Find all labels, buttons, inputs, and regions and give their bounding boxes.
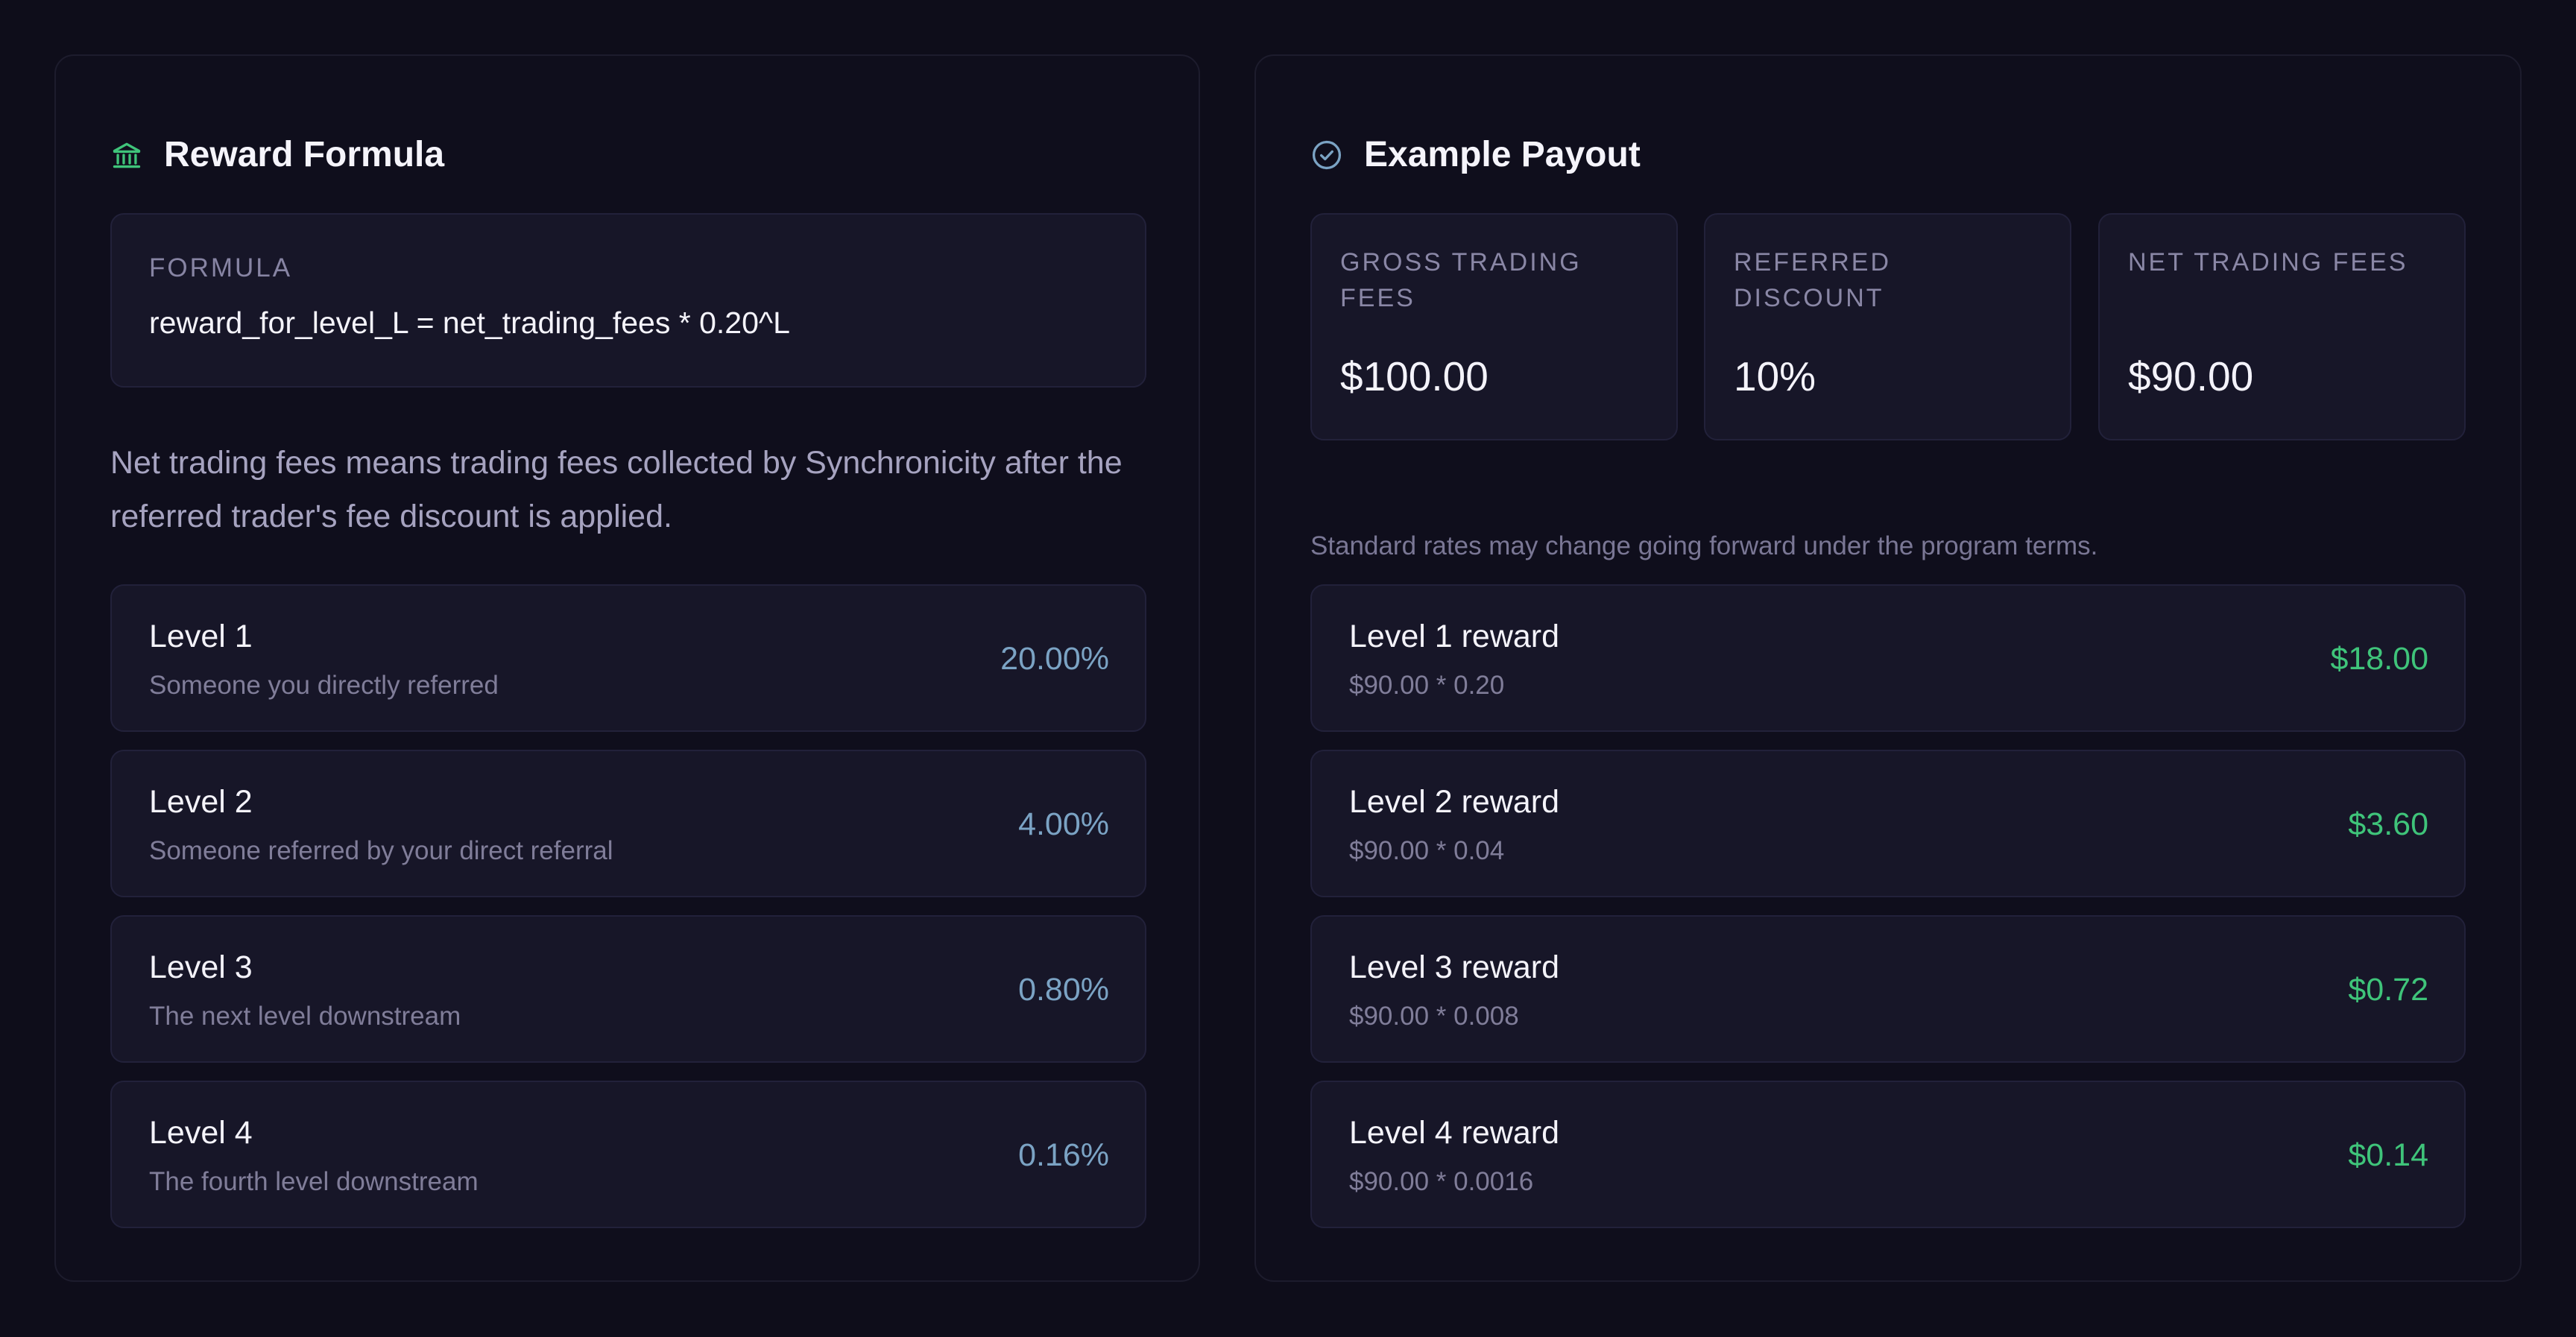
level-description: Someone referred by your direct referral (149, 836, 613, 865)
reward-title: Level 2 reward (1349, 784, 1560, 820)
rates-note: Standard rates may change going forward … (1310, 531, 2098, 560)
reward-amount: $18.00 (2330, 641, 2428, 677)
level-rate: 4.00% (1018, 806, 1109, 842)
level-description: The fourth level downstream (149, 1167, 479, 1196)
panel-title: Reward Formula (164, 135, 445, 174)
level-title: Level 4 (149, 1115, 253, 1151)
stat-value: $100.00 (1340, 353, 1489, 399)
level-title: Level 1 (149, 619, 253, 654)
level-row: Level 3 The next level downstream 0.80% (110, 915, 1146, 1063)
reward-calculation: $90.00 * 0.008 (1349, 1002, 1519, 1031)
formula-label: FORMULA (149, 253, 293, 282)
reward-calculation: $90.00 * 0.0016 (1349, 1167, 1534, 1196)
gross-fees-stat: GROSS TRADING FEES $100.00 (1310, 213, 1678, 440)
bank-icon (110, 139, 143, 171)
reward-calculation: $90.00 * 0.20 (1349, 671, 1505, 700)
referred-discount-stat: REFERRED DISCOUNT 10% (1704, 213, 2071, 440)
level-title: Level 3 (149, 949, 253, 985)
reward-row: Level 1 reward $90.00 * 0.20 $18.00 (1310, 584, 2466, 732)
formula-text: reward_for_level_L = net_trading_fees * … (149, 306, 790, 340)
level-rate: 20.00% (1000, 641, 1109, 677)
stat-value: $90.00 (2128, 353, 2254, 399)
check-circle-icon (1310, 139, 1343, 171)
level-row: Level 2 Someone referred by your direct … (110, 750, 1146, 897)
reward-amount: $3.60 (2348, 806, 2428, 842)
panel-title: Example Payout (1364, 135, 1641, 174)
level-rate: 0.16% (1018, 1137, 1109, 1173)
stat-label: GROSS TRADING FEES (1340, 248, 1582, 312)
reward-formula-panel: Reward Formula FORMULA reward_for_level_… (54, 54, 1200, 1282)
reward-formula-header: Reward Formula (110, 134, 444, 175)
reward-amount: $0.14 (2348, 1137, 2428, 1173)
reward-title: Level 1 reward (1349, 619, 1560, 654)
reward-title: Level 3 reward (1349, 949, 1560, 985)
formula-card: FORMULA reward_for_level_L = net_trading… (110, 213, 1146, 388)
example-payout-panel: Example Payout GROSS TRADING FEES $100.0… (1254, 54, 2522, 1282)
level-title: Level 2 (149, 784, 253, 820)
stat-value: 10% (1734, 353, 1816, 399)
reward-row: Level 3 reward $90.00 * 0.008 $0.72 (1310, 915, 2466, 1063)
level-description: The next level downstream (149, 1002, 461, 1031)
stat-label: REFERRED DISCOUNT (1734, 248, 1892, 312)
reward-row: Level 2 reward $90.00 * 0.04 $3.60 (1310, 750, 2466, 897)
level-row: Level 4 The fourth level downstream 0.16… (110, 1081, 1146, 1228)
reward-row: Level 4 reward $90.00 * 0.0016 $0.14 (1310, 1081, 2466, 1228)
level-description: Someone you directly referred (149, 671, 499, 700)
level-rate: 0.80% (1018, 972, 1109, 1008)
net-fees-stat: NET TRADING FEES $90.00 (2098, 213, 2466, 440)
formula-explanation: Net trading fees means trading fees coll… (110, 445, 1123, 534)
reward-calculation: $90.00 * 0.04 (1349, 836, 1505, 865)
level-row: Level 1 Someone you directly referred 20… (110, 584, 1146, 732)
reward-title: Level 4 reward (1349, 1115, 1560, 1151)
stat-label: NET TRADING FEES (2128, 248, 2408, 276)
example-payout-header: Example Payout (1310, 134, 1641, 175)
reward-amount: $0.72 (2348, 972, 2428, 1008)
